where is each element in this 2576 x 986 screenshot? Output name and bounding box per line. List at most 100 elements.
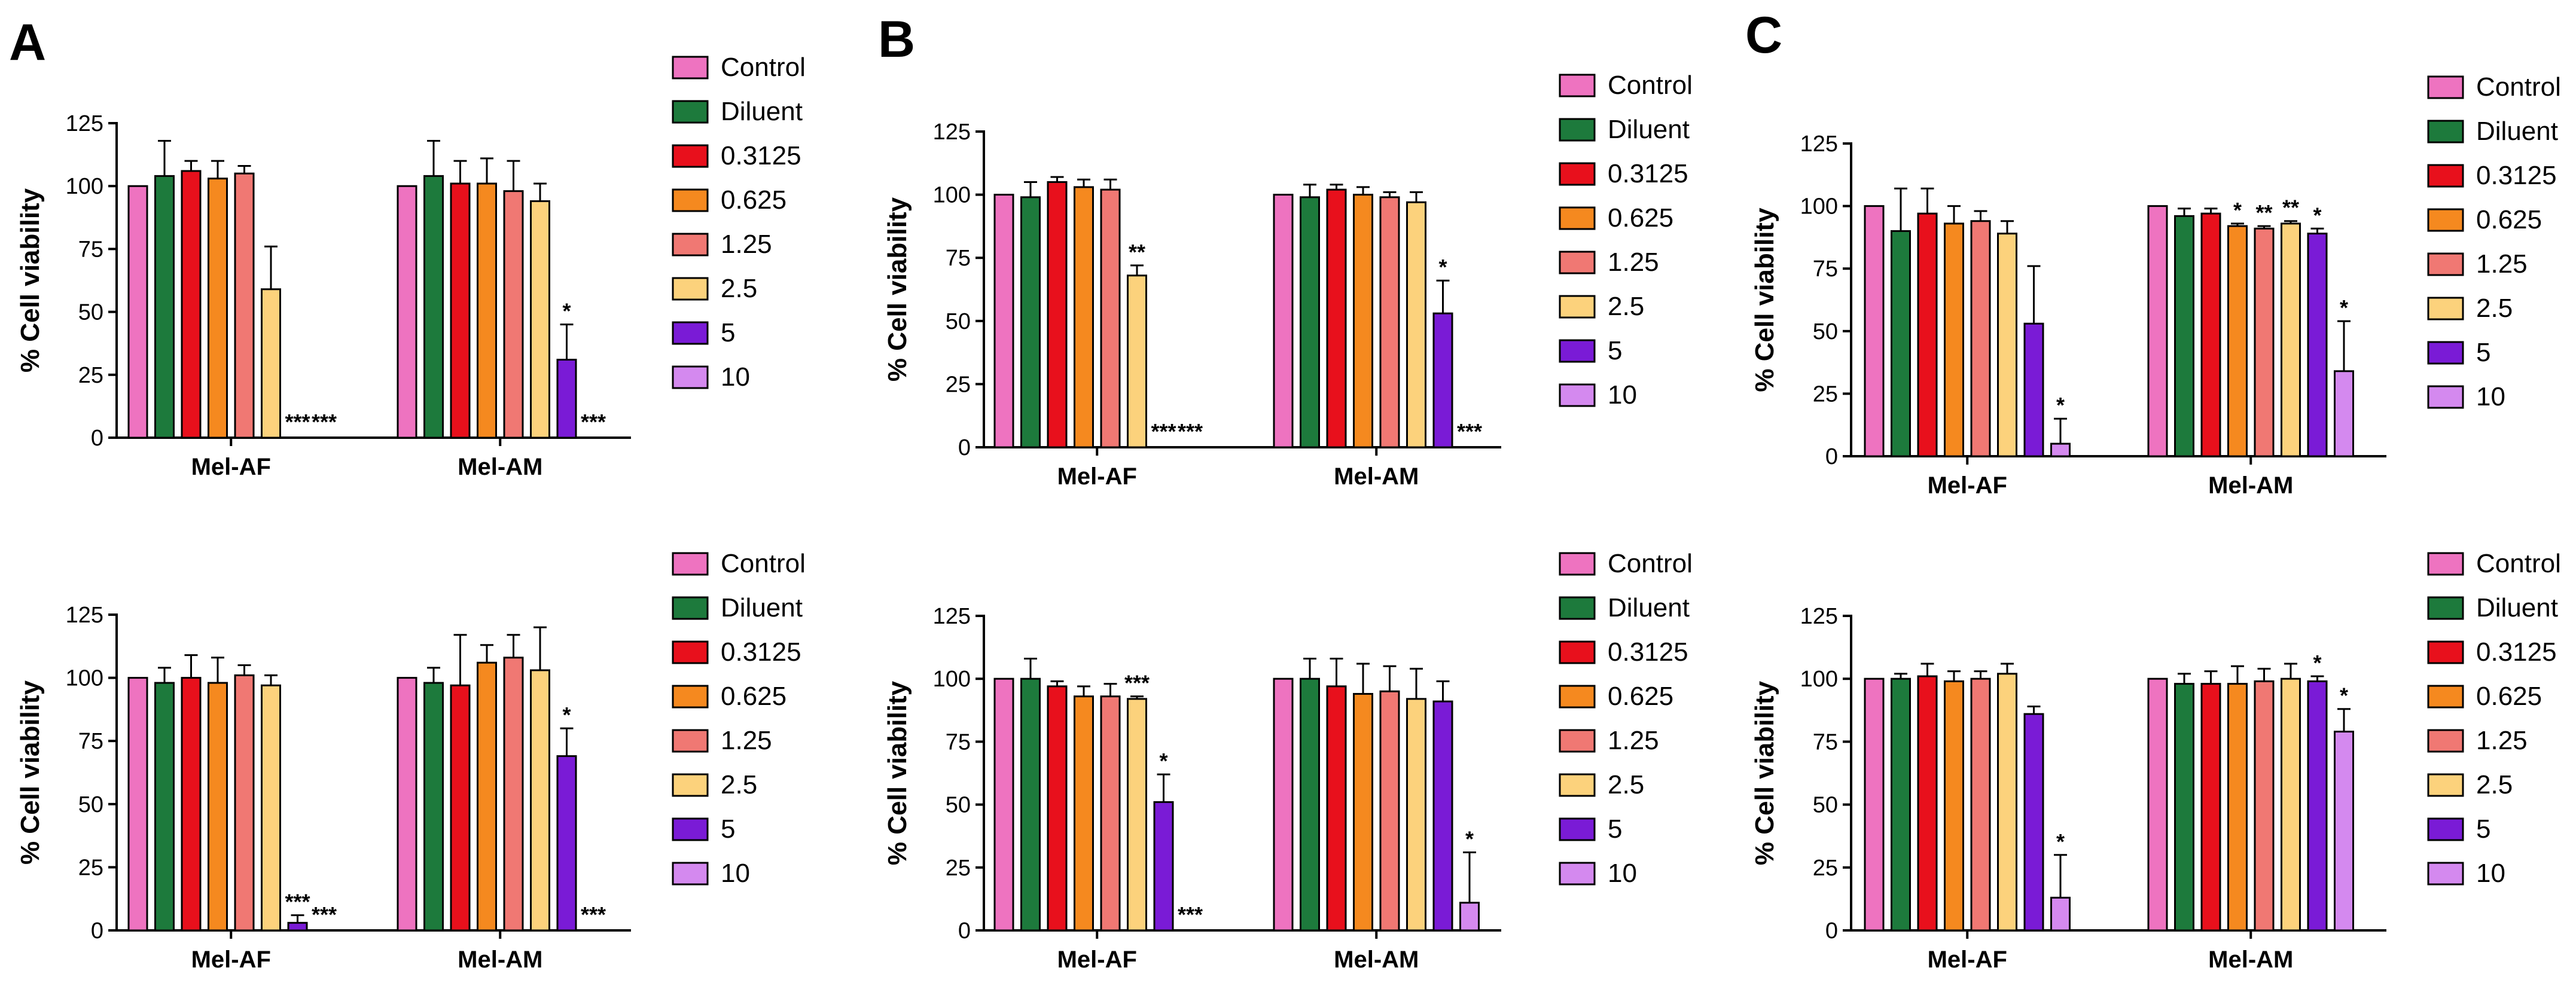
legend-label: 1.25: [1608, 248, 1659, 277]
legend-label: Diluent: [1608, 593, 1690, 622]
bar: [2147, 677, 2168, 932]
legend: Control Diluent 0.3125 0.625 1.25 2.5 5 10: [672, 53, 806, 392]
legend-swatch: [1559, 773, 1596, 797]
y-tick-label: 100: [933, 667, 971, 692]
legend-swatch: [2427, 640, 2464, 664]
panel-letter: C: [1745, 7, 1782, 64]
legend-swatch: [2427, 552, 2464, 576]
bar: [181, 170, 202, 439]
y-tick-label: 25: [946, 372, 971, 397]
y-axis-label: % Cell viability: [1750, 680, 1779, 865]
legend-label: 0.625: [721, 682, 786, 711]
bar: [1074, 186, 1094, 448]
y-axis-label: % Cell viability: [16, 680, 45, 865]
bar: [1997, 233, 2017, 457]
bar: [503, 657, 524, 932]
bar: [1379, 690, 1400, 932]
legend-swatch: [672, 233, 709, 257]
y-tick-label: 100: [66, 174, 103, 199]
bar: [1379, 196, 1400, 448]
legend-swatch: [672, 817, 709, 841]
y-tick-label: 75: [946, 246, 971, 271]
significance-label: **: [1129, 240, 1145, 264]
bar: [1917, 675, 1938, 932]
bar: [1944, 680, 1964, 932]
y-tick-label: 125: [66, 603, 103, 628]
y-axis-label: % Cell viability: [1750, 207, 1779, 392]
bar: [993, 677, 1014, 932]
bar: [2307, 233, 2328, 457]
bar: [127, 185, 148, 439]
bar: [1100, 188, 1121, 448]
y-tick-label: 25: [1813, 856, 1838, 881]
legend-label: 1.25: [721, 726, 772, 755]
bar: [287, 921, 308, 932]
y-tick-label: 50: [78, 792, 103, 817]
bar: [556, 755, 577, 932]
bar: [234, 674, 255, 932]
y-axis-label: % Cell viability: [883, 197, 912, 381]
y-tick-label: 50: [1813, 319, 1838, 344]
legend-swatch: [1559, 295, 1596, 319]
legend-label: 10: [2476, 382, 2505, 411]
legend-swatch: [1559, 383, 1596, 407]
bar: [477, 182, 497, 439]
legend-label: 0.3125: [2476, 637, 2557, 667]
bar: [1891, 230, 1911, 457]
legend-label: 5: [721, 318, 735, 347]
legend-label: 10: [1608, 380, 1637, 410]
significance-label: *: [1465, 827, 1474, 851]
bar: [181, 677, 202, 932]
bar: [2227, 683, 2248, 932]
legend-label: 1.25: [2476, 249, 2528, 279]
bar: [1891, 677, 1911, 932]
y-axis-label: % Cell viability: [883, 680, 912, 865]
x-tick-label: Mel-AF: [1057, 463, 1137, 490]
significance-label: *: [2056, 393, 2065, 417]
bar: [1864, 677, 1885, 932]
bar: [2200, 212, 2221, 457]
bar: [2254, 680, 2275, 932]
legend: Control Diluent 0.3125 0.625 1.25 2.5 5 10: [672, 549, 806, 888]
bar: [477, 661, 497, 932]
bar: [397, 677, 417, 932]
bar: [1127, 698, 1147, 932]
legend-label: 1.25: [2476, 726, 2528, 755]
chart-panel-6: % Cell viability 0 25 50 75 100 125 * Mel-AF * * Me…: [1750, 549, 2561, 973]
significance-label: *: [562, 703, 571, 727]
y-tick-label: 0: [958, 918, 971, 944]
y-tick-label: 25: [78, 363, 103, 388]
legend-swatch: [2427, 341, 2464, 365]
legend-swatch: [672, 277, 709, 301]
y-tick-label: 50: [1813, 793, 1838, 818]
significance-label: ***: [285, 410, 310, 434]
legend-label: 1.25: [721, 230, 772, 259]
bar: [423, 682, 444, 932]
y-tick-label: 125: [1800, 604, 1838, 629]
significance-label: *: [1159, 749, 1167, 773]
legend-label: Diluent: [1608, 115, 1690, 144]
x-tick-label: Mel-AM: [1334, 947, 1419, 973]
legend-label: Control: [2476, 72, 2561, 102]
legend: Control Diluent 0.3125 0.625 1.25 2.5 5 10: [2427, 72, 2561, 411]
bar: [1300, 677, 1320, 932]
legend-swatch: [2427, 75, 2464, 99]
chart-panel-4: % Cell viability0255075100125******Mel-A…: [16, 549, 806, 973]
significance-label: **: [2255, 200, 2272, 225]
legend-label: Diluent: [721, 97, 803, 126]
y-tick-label: 0: [91, 426, 103, 451]
legend-label: 5: [1608, 336, 1622, 365]
significance-label: **: [2282, 196, 2299, 220]
legend-label: 2.5: [2476, 770, 2513, 799]
bar: [1864, 205, 1885, 457]
y-tick-label: 25: [946, 856, 971, 881]
legend-swatch: [2427, 862, 2464, 886]
bar: [530, 669, 550, 932]
bar: [1273, 194, 1294, 448]
bar: [208, 178, 228, 439]
legend-swatch: [2427, 817, 2464, 841]
bar: [2023, 322, 2044, 457]
y-tick-label: 0: [958, 435, 971, 460]
x-tick-label: Mel-AF: [1928, 947, 2007, 973]
